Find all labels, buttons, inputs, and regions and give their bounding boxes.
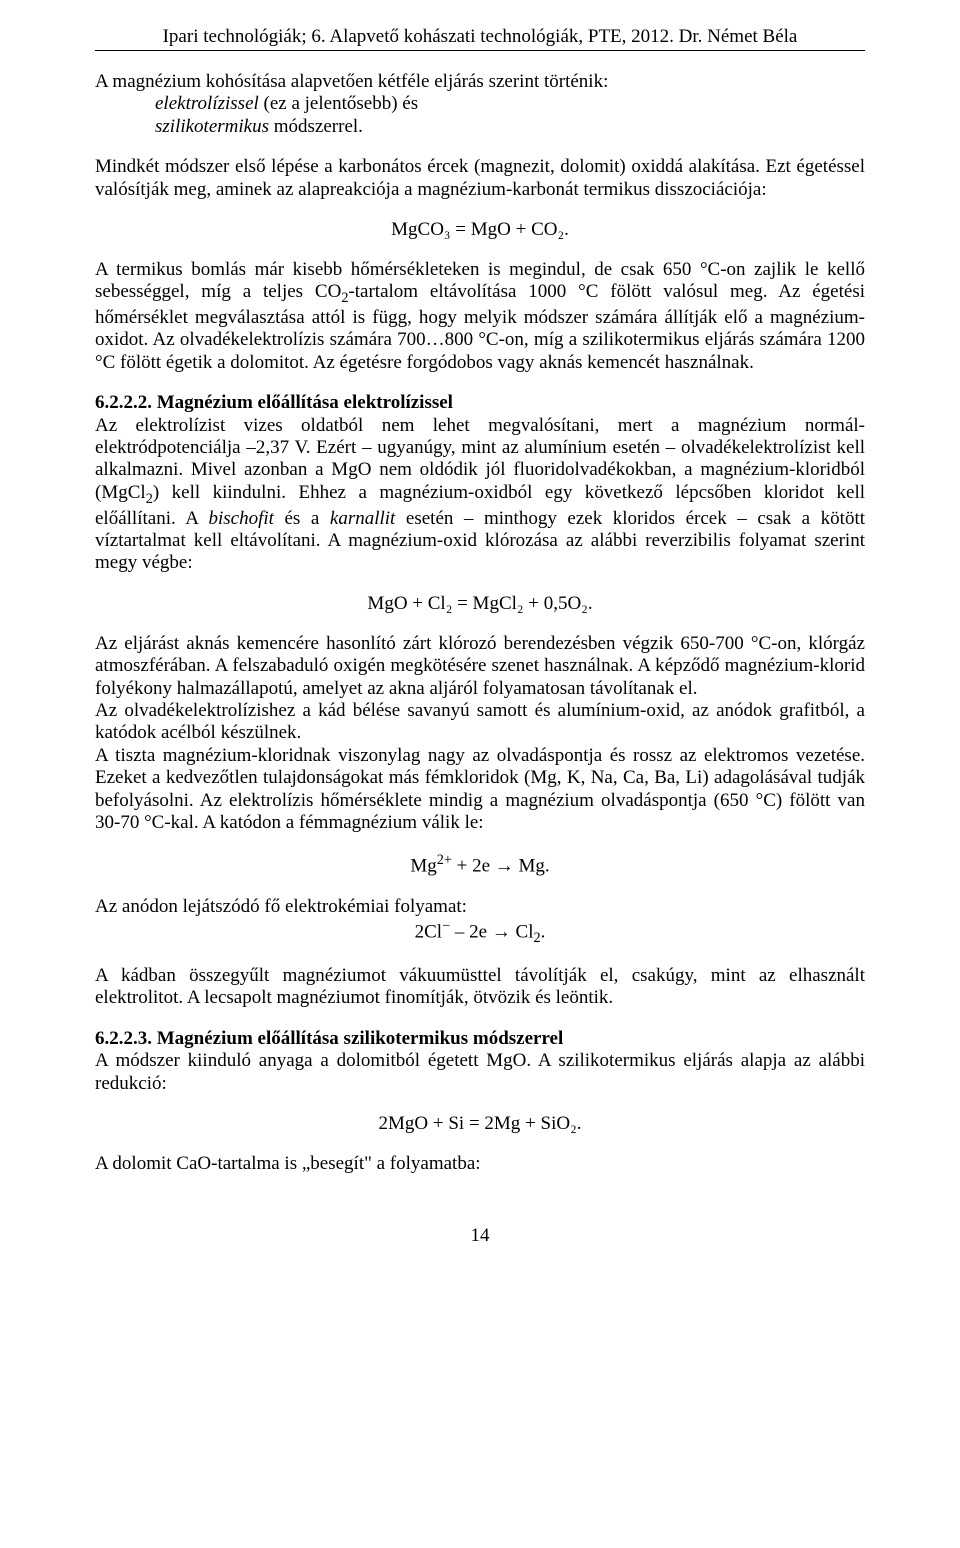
- eq4-c: .: [541, 921, 546, 942]
- intro-line2: elektrolízissel (ez a jelentősebb) és: [155, 93, 865, 115]
- intro-electrolysis-term: elektrolízissel: [155, 93, 259, 114]
- intro-silico-term: szilikotermikus: [155, 116, 269, 137]
- section-6223: 6.2.2.3. Magnézium előállítása szilikote…: [95, 1028, 865, 1095]
- p6: A tiszta magnézium-kloridnak viszonylag …: [95, 745, 865, 835]
- page-header: Ipari technológiák; 6. Alapvető kohászat…: [95, 26, 865, 51]
- p8: A módszer kiinduló anyaga a dolomitból é…: [95, 1050, 865, 1093]
- p2: A termikus bomlás már kisebb hőmérséklet…: [95, 259, 865, 374]
- eq4-sup1: −: [442, 918, 450, 934]
- document-page: Ipari technológiák; 6. Alapvető kohászat…: [0, 0, 960, 1287]
- intro-line3: szilikotermikus módszerrel.: [155, 116, 865, 138]
- intro-line1: A magnézium kohósítása alapvetően kétfél…: [95, 71, 865, 93]
- p9: A dolomit CaO-tartalma is „besegít" a fo…: [95, 1153, 865, 1175]
- eq3-a: Mg: [410, 856, 436, 877]
- equation-1: MgCO₃ = MgO + CO₂.: [95, 219, 865, 241]
- p4: Az eljárást aknás kemencére hasonlító zá…: [95, 633, 865, 700]
- equation-5: 2MgO + Si = 2Mg + SiO₂.: [95, 1113, 865, 1135]
- intro-block: A magnézium kohósítása alapvetően kétfél…: [95, 71, 865, 138]
- p3-bischofit: bischofit: [208, 508, 273, 529]
- p7: A kádban összegyűlt magnéziumot vákuumüs…: [95, 965, 865, 1010]
- eq4-a: 2Cl: [415, 921, 442, 942]
- eq4-b: – 2e → Cl: [450, 921, 533, 942]
- equation-4: 2Cl− – 2e → Cl2.: [95, 918, 865, 947]
- p1: Mindkét módszer első lépése a karbonátos…: [95, 156, 865, 201]
- p3-karnallit: karnallit: [330, 508, 395, 529]
- p5: Az olvadékelektrolízishez a kád bélése s…: [95, 700, 865, 745]
- eq4-sub: 2: [534, 930, 541, 946]
- eq3-b: + 2e → Mg.: [452, 856, 550, 877]
- section-6222-title: 6.2.2.2. Magnézium előállítása elektrolí…: [95, 392, 453, 413]
- eq3-sup: 2+: [437, 852, 452, 868]
- p3-c: és a: [274, 508, 330, 529]
- equation-2: MgO + Cl₂ = MgCl₂ + 0,5O₂.: [95, 593, 865, 615]
- anode-block: Az anódon lejátszódó fő elektrokémiai fo…: [95, 896, 865, 947]
- intro-line2-rest: (ez a jelentősebb) és: [259, 93, 418, 114]
- section-6222: 6.2.2.2. Magnézium előállítása elektrolí…: [95, 392, 865, 574]
- section-6223-title: 6.2.2.3. Magnézium előállítása szilikote…: [95, 1028, 563, 1049]
- intro-line3-rest: módszerrel.: [269, 116, 363, 137]
- p3-sub: 2: [146, 491, 153, 507]
- equation-3: Mg2+ + 2e → Mg.: [95, 852, 865, 877]
- anode-label: Az anódon lejátszódó fő elektrokémiai fo…: [95, 896, 865, 918]
- page-number: 14: [95, 1225, 865, 1247]
